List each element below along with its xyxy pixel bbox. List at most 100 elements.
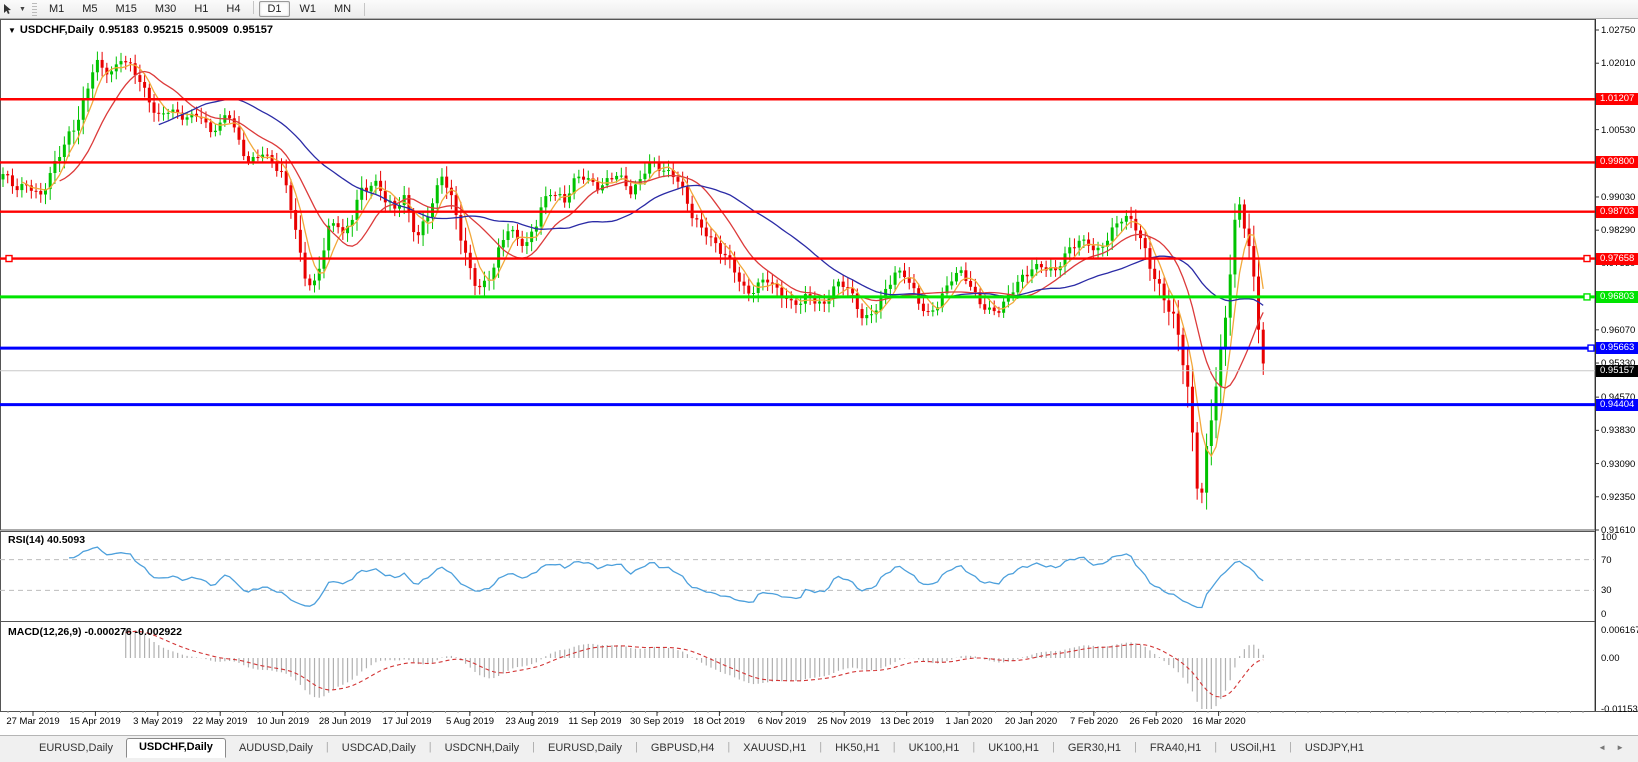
price-axis-tick-label: 0.91610: [1601, 525, 1636, 536]
price-level-badge[interactable]: 0.99800: [1596, 156, 1638, 168]
line-handle[interactable]: [1587, 344, 1595, 352]
price-axis-tick-label: 0.93090: [1601, 459, 1636, 470]
price-axis-tick-label: 0.96070: [1601, 325, 1636, 336]
price-level-badge[interactable]: 0.97658: [1596, 253, 1638, 265]
chart-tab[interactable]: EURUSD,Daily: [39, 742, 113, 754]
tab-separator: |: [819, 741, 823, 753]
time-axis-label: 30 Sep 2019: [630, 716, 684, 727]
price-level-badge[interactable]: 0.98703: [1596, 206, 1638, 218]
timeframe-buttons: M1 M5 M15 M30 H1 H4 D1 W1 MN: [40, 1, 360, 17]
macd-axis-label: 0.006167: [1601, 625, 1638, 636]
time-axis-label: 7 Feb 2020: [1069, 716, 1119, 727]
chart-tab[interactable]: UK100,H1: [908, 742, 960, 754]
current-price-badge: 0.95157: [1596, 365, 1638, 377]
chart-tab[interactable]: USDJPY,H1: [1304, 742, 1364, 754]
chart-tab[interactable]: USDCAD,Daily: [341, 742, 416, 754]
tab-separator: |: [1052, 741, 1055, 753]
symbol-name: USDCHF,Daily: [19, 24, 94, 36]
price-axis-tick-label: 0.95330: [1601, 358, 1636, 369]
tab-separator: |: [892, 741, 896, 753]
rsi-axis-label: 70: [1601, 555, 1612, 566]
tab-scroll-buttons: ◄ ►: [1598, 739, 1638, 752]
tab-scroll-left-icon[interactable]: ◄: [1598, 743, 1607, 752]
time-axis-label: 5 Aug 2019: [445, 716, 495, 727]
toolbar-grip: [31, 2, 37, 16]
time-axis-label: 3 May 2019: [133, 716, 183, 727]
time-axis-label: 17 Jul 2019: [382, 716, 432, 727]
chart-tab[interactable]: EURUSD,Daily: [548, 742, 622, 754]
cursor-icon[interactable]: [0, 2, 16, 17]
tab-separator: |: [532, 741, 536, 753]
chart-tab[interactable]: USDCHF,Daily: [125, 738, 226, 758]
price-axis-tick-label: 0.93830: [1601, 425, 1636, 436]
macd-label: MACD(12,26,9) -0.000276 -0.002922: [8, 626, 182, 638]
title-marker-icon: ▼: [8, 26, 16, 35]
ohlc-low: 0.95009: [188, 24, 229, 36]
timeframe-button-m5[interactable]: M5: [82, 3, 98, 15]
time-axis-label: 18 Oct 2019: [693, 716, 745, 727]
rsi-axis-label: 30: [1601, 585, 1612, 596]
time-axis-label: 16 Mar 2020: [1192, 716, 1246, 727]
price-level-badge[interactable]: 0.94404: [1596, 399, 1638, 411]
macd-axis-label: 0.00: [1601, 653, 1620, 664]
timeframe-button-h1[interactable]: H1: [194, 3, 209, 15]
time-ruler-ticks: [7, 711, 1584, 716]
line-handle[interactable]: [5, 254, 13, 263]
tab-separator: |: [972, 741, 976, 753]
price-level-badge[interactable]: 1.01207: [1596, 93, 1638, 105]
chart-tab[interactable]: HK50,H1: [835, 742, 880, 754]
time-axis-label: 28 Jun 2019: [318, 716, 372, 727]
tab-separator: |: [1214, 741, 1218, 753]
price-axis-tick-label: 0.99030: [1601, 192, 1636, 203]
time-axis-label: 22 May 2019: [192, 716, 248, 727]
chart-title: ▼ USDCHF,Daily 0.95183 0.95215 0.95009 0.9515…: [8, 24, 273, 36]
rsi-axis-label: 0: [1601, 609, 1607, 620]
time-axis-label: 26 Feb 2020: [1129, 716, 1183, 727]
chart-tab[interactable]: AUDUSD,Daily: [238, 742, 313, 754]
time-axis-label: 10 Jun 2019: [256, 716, 310, 727]
time-axis-label: 13 Dec 2019: [880, 716, 934, 727]
timeframe-button-d1[interactable]: D1: [259, 1, 290, 17]
chart-canvas[interactable]: [0, 19, 1638, 735]
timeframe-button-w1[interactable]: W1: [299, 3, 317, 15]
time-axis-label: 6 Nov 2019: [757, 716, 807, 727]
price-axis-tick-label: 0.98290: [1601, 225, 1636, 236]
tab-separator: |: [1134, 741, 1137, 753]
timeframe-button-m30[interactable]: M30: [154, 3, 177, 15]
timeframe-button-mn[interactable]: MN: [334, 3, 352, 15]
chart-window: ▼ USDCHF,Daily 0.95183 0.95215 0.95009 0.9515…: [0, 19, 1638, 735]
price-level-badge[interactable]: 0.95663: [1596, 342, 1638, 354]
ma-line-slow: [158, 98, 1264, 306]
time-axis-label: 20 Jan 2020: [1004, 716, 1058, 727]
chevron-down-icon[interactable]: ▼: [19, 5, 26, 13]
line-handle[interactable]: [1583, 254, 1591, 263]
time-axis-label: 1 Jan 2020: [945, 716, 993, 727]
rsi-value: 40.5093: [47, 534, 86, 546]
macd-name: MACD(12,26,9): [8, 626, 82, 638]
timeframe-button-m15[interactable]: M15: [115, 3, 137, 15]
chart-tab[interactable]: GER30,H1: [1067, 742, 1122, 754]
timeframe-button-m1[interactable]: M1: [48, 3, 65, 15]
tab-scroll-right-icon[interactable]: ►: [1616, 743, 1624, 752]
price-axis-tick-label: 0.92350: [1601, 492, 1636, 503]
main-pane-border: [0, 19, 1596, 531]
time-axis-label: 25 Nov 2019: [817, 716, 871, 727]
timeframe-button-h4[interactable]: H4: [226, 3, 241, 15]
price-level-badge[interactable]: 0.96803: [1596, 291, 1638, 303]
chart-tab[interactable]: XAUUSD,H1: [743, 742, 807, 754]
chart-tab[interactable]: GBPUSD,H4: [650, 742, 715, 754]
chart-tab[interactable]: USOil,H1: [1230, 742, 1276, 754]
line-handle[interactable]: [1583, 293, 1591, 301]
chart-tab[interactable]: UK100,H1: [988, 742, 1039, 754]
price-axis-tick-label: 1.02010: [1601, 58, 1636, 69]
ohlc-open: 0.95183: [98, 24, 139, 36]
toolbar-separator: [253, 1, 255, 14]
chart-tabs: EURUSD,Daily USDCHF,Daily AUDUSD,Daily | USD…: [26, 738, 1377, 758]
rsi-line: [69, 546, 1264, 609]
chart-tab[interactable]: FRA40,H1: [1149, 742, 1202, 754]
time-axis-label: 23 Aug 2019: [505, 716, 559, 727]
chart-tab[interactable]: USDCNH,Daily: [444, 742, 520, 754]
tab-separator: |: [1288, 741, 1292, 753]
ohlc-close: 0.95157: [233, 24, 273, 36]
